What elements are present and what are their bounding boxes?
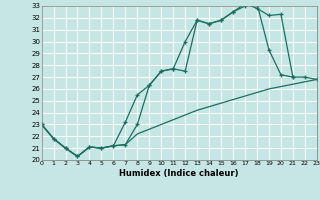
X-axis label: Humidex (Indice chaleur): Humidex (Indice chaleur) (119, 169, 239, 178)
